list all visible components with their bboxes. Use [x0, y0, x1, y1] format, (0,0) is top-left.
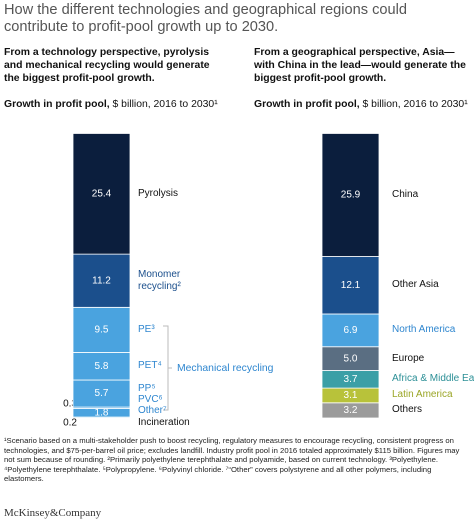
- value-label: 3.2: [344, 405, 358, 416]
- bar-segment: [72, 306, 131, 353]
- value-label: 5.0: [344, 353, 358, 364]
- value-label: 12.1: [341, 280, 361, 291]
- value-label: 3.1: [344, 390, 358, 401]
- segment-label: Incineration: [138, 417, 190, 428]
- bar-segment: [321, 256, 380, 315]
- footnote: ¹Scenario based on a multi-stakeholder p…: [4, 436, 460, 484]
- value-label: 0.3: [63, 399, 77, 410]
- segment-label: Others: [392, 404, 423, 416]
- bar-segment: [72, 352, 131, 381]
- axis-label-bold: Growth in profit pool,: [254, 99, 360, 110]
- segment-label: PP⁵: [138, 383, 156, 394]
- axis-label: Growth in profit pool, $ billion, 2016 t…: [4, 99, 218, 110]
- segment-label: Pyrolysis: [138, 187, 179, 199]
- value-label: 5.8: [95, 361, 109, 372]
- segment-label: Other⁷: [138, 405, 167, 416]
- bar-segment: [321, 313, 380, 348]
- subtitle: From a geographical perspective, Asia—wi…: [254, 47, 466, 84]
- source: McKinsey&Company: [4, 507, 102, 519]
- value-label: 1.8: [95, 407, 109, 418]
- segment-label: Monomer recycling²: [138, 268, 181, 292]
- axis-label-text: $ billion, 2016 to 2030¹: [112, 99, 218, 110]
- value-label: 25.4: [92, 188, 112, 199]
- segment-label: PE³: [138, 323, 155, 335]
- value-label: 11.2: [92, 275, 111, 286]
- title: How the different technologies and geogr…: [4, 2, 407, 35]
- value-label: 9.5: [95, 325, 109, 336]
- annotation: Mechanical recycling: [177, 363, 274, 374]
- value-label: 25.9: [341, 190, 361, 201]
- axis-label-text: $ billion, 2016 to 2030¹: [362, 99, 468, 110]
- segment-label: PET⁴: [138, 360, 162, 372]
- segment-label: Europe: [392, 352, 425, 364]
- value-label: 6.9: [344, 325, 358, 336]
- subtitle: From a technology perspective, pyrolysis…: [4, 47, 210, 84]
- segment-label: Africa & Middle East: [392, 373, 474, 385]
- value-label: 5.7: [95, 388, 109, 399]
- bar-segment: [321, 133, 380, 257]
- bar-segment: [72, 133, 131, 255]
- axis-label-bold: Growth in profit pool,: [4, 99, 110, 110]
- value-label: 0.2: [63, 418, 77, 429]
- segment-label: Latin America: [392, 389, 453, 401]
- value-label: 3.7: [344, 374, 358, 385]
- bracket: [163, 325, 172, 411]
- axis-label: Growth in profit pool, $ billion, 2016 t…: [254, 99, 468, 110]
- segment-label: China: [392, 188, 419, 200]
- segment-label: Other Asia: [392, 279, 439, 291]
- segment-label: North America: [392, 324, 456, 336]
- segment-label: PVC⁶: [138, 394, 163, 405]
